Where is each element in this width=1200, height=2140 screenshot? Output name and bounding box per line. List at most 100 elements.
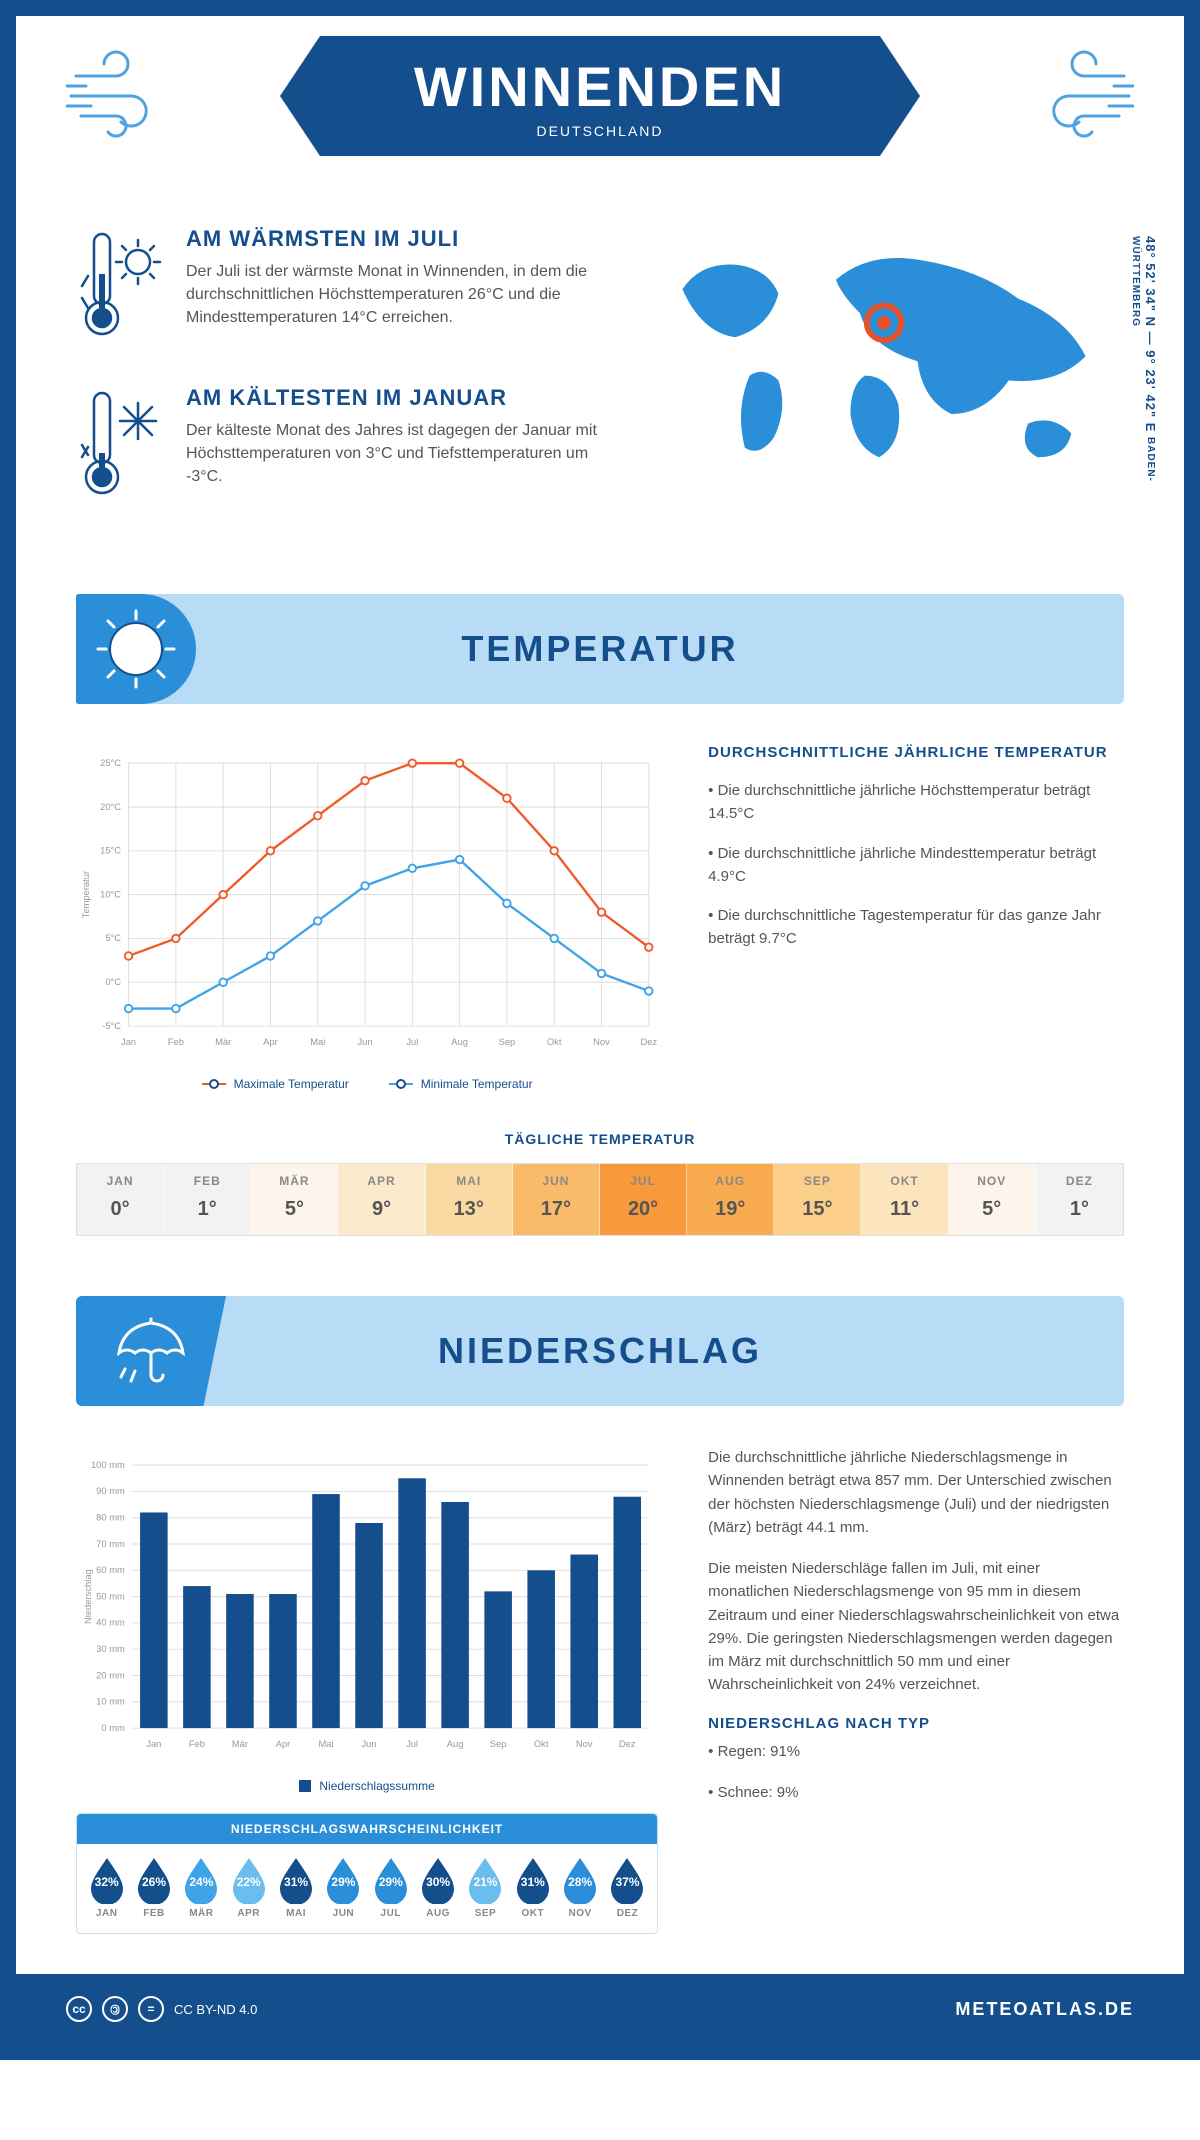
svg-text:Nov: Nov <box>576 1739 593 1749</box>
coldest-block: AM KÄLTESTEN IM JANUAR Der kälteste Mona… <box>76 385 604 510</box>
precip-prob-cell: 22% APR <box>225 1856 272 1919</box>
nd-icon: = <box>138 1996 164 2022</box>
svg-text:Nov: Nov <box>593 1037 610 1047</box>
cc-icon: cc <box>66 1996 92 2022</box>
wind-icon <box>66 46 176 146</box>
precip-para-1: Die durchschnittliche jährliche Niedersc… <box>708 1446 1124 1539</box>
warmest-block: AM WÄRMSTEN IM JULI Der Juli ist der wär… <box>76 226 604 351</box>
svg-text:20 mm: 20 mm <box>96 1670 125 1680</box>
page-footer: cc 🄯 = CC BY-ND 4.0 METEOATLAS.DE <box>16 1974 1184 2044</box>
temp-bullet-2: • Die durchschnittliche jährliche Mindes… <box>708 842 1124 889</box>
precipitation-banner: NIEDERSCHLAG <box>76 1296 1124 1406</box>
daily-temp-cell: FEB1° <box>164 1164 251 1235</box>
svg-text:Sep: Sep <box>490 1739 507 1749</box>
raindrop-icon: 30% <box>418 1856 458 1904</box>
svg-text:60 mm: 60 mm <box>96 1565 125 1575</box>
svg-text:5°C: 5°C <box>105 933 121 943</box>
daily-temp-cell: DEZ1° <box>1036 1164 1123 1235</box>
svg-text:Jul: Jul <box>406 1739 418 1749</box>
svg-text:Jul: Jul <box>406 1037 418 1047</box>
daily-temp-cell: MAI13° <box>426 1164 513 1235</box>
svg-text:Okt: Okt <box>534 1739 549 1749</box>
worldmap-block: 48° 52' 34" N — 9° 23' 42" E BADEN-WÜRTT… <box>644 226 1124 544</box>
precip-prob-cell: 31% MAI <box>272 1856 319 1919</box>
svg-text:Jan: Jan <box>146 1739 161 1749</box>
svg-text:Aug: Aug <box>447 1739 464 1749</box>
by-icon: 🄯 <box>102 1996 128 2022</box>
raindrop-icon: 26% <box>134 1856 174 1904</box>
header-banner: WINNENDEN DEUTSCHLAND <box>320 36 880 156</box>
svg-text:Mär: Mär <box>232 1739 248 1749</box>
raindrop-icon: 37% <box>607 1856 647 1904</box>
svg-text:Jan: Jan <box>121 1037 136 1047</box>
daily-temp-table: JAN0°FEB1°MÄR5°APR9°MAI13°JUN17°JUL20°AU… <box>76 1163 1124 1236</box>
daily-temp-cell: OKT11° <box>861 1164 948 1235</box>
svg-text:Dez: Dez <box>640 1037 657 1047</box>
svg-text:Apr: Apr <box>263 1037 278 1047</box>
precip-prob-cell: 37% DEZ <box>604 1856 651 1919</box>
precip-prob-cell: 26% FEB <box>130 1856 177 1919</box>
svg-text:70 mm: 70 mm <box>96 1539 125 1549</box>
raindrop-icon: 31% <box>276 1856 316 1904</box>
precip-prob-cell: 31% OKT <box>509 1856 556 1919</box>
svg-text:0 mm: 0 mm <box>101 1723 125 1733</box>
svg-text:25°C: 25°C <box>100 758 121 768</box>
svg-text:0°C: 0°C <box>105 977 121 987</box>
precip-prob-cell: 30% AUG <box>414 1856 461 1919</box>
raindrop-icon: 29% <box>371 1856 411 1904</box>
temperature-legend: Maximale Temperatur Minimale Temperatur <box>76 1077 658 1091</box>
temperature-chart: -5°C 0°C 5°C 10°C 15°C 20°C 25°C Jan Feb Mär Apr Ma… <box>76 744 658 1091</box>
country-subtitle: DEUTSCHLAND <box>536 123 663 139</box>
raindrop-icon: 29% <box>323 1856 363 1904</box>
svg-text:Okt: Okt <box>547 1037 562 1047</box>
temperature-heading: TEMPERATUR <box>461 628 738 670</box>
wind-icon <box>1024 46 1134 146</box>
svg-text:10°C: 10°C <box>100 889 121 899</box>
svg-text:10 mm: 10 mm <box>96 1697 125 1707</box>
temp-summary-heading: DURCHSCHNITTLICHE JÄHRLICHE TEMPERATUR <box>708 744 1124 761</box>
svg-text:100 mm: 100 mm <box>91 1460 125 1470</box>
site-name: METEOATLAS.DE <box>955 1999 1134 2020</box>
daily-temp-cell: NOV5° <box>949 1164 1036 1235</box>
warmest-text: Der Juli ist der wärmste Monat in Winnen… <box>186 260 604 330</box>
daily-temp-cell: MÄR5° <box>251 1164 338 1235</box>
warmest-title: AM WÄRMSTEN IM JULI <box>186 226 604 252</box>
temp-bullet-1: • Die durchschnittliche jährliche Höchst… <box>708 779 1124 826</box>
svg-text:-5°C: -5°C <box>102 1021 121 1031</box>
daily-temp-cell: SEP15° <box>774 1164 861 1235</box>
precipitation-heading: NIEDERSCHLAG <box>438 1330 762 1372</box>
svg-text:90 mm: 90 mm <box>96 1486 125 1496</box>
daily-temp-cell: AUG19° <box>687 1164 774 1235</box>
raindrop-icon: 21% <box>465 1856 505 1904</box>
svg-text:Niederschlag: Niederschlag <box>83 1569 93 1624</box>
world-map-icon <box>644 226 1124 506</box>
precip-prob-cell: 29% JUL <box>367 1856 414 1919</box>
raindrop-icon: 28% <box>560 1856 600 1904</box>
svg-text:Feb: Feb <box>168 1037 184 1047</box>
precip-para-2: Die meisten Niederschläge fallen im Juli… <box>708 1557 1124 1697</box>
raindrop-icon: 22% <box>229 1856 269 1904</box>
coldest-text: Der kälteste Monat des Jahres ist dagege… <box>186 419 604 489</box>
precip-prob-cell: 32% JAN <box>83 1856 130 1919</box>
daily-temp-heading: TÄGLICHE TEMPERATUR <box>76 1131 1124 1147</box>
sun-icon <box>76 594 196 704</box>
precip-prob-cell: 28% NOV <box>556 1856 603 1919</box>
page-frame: WINNENDEN DEUTSCHLAND AM WÄRMST <box>0 0 1200 2060</box>
precip-probability-box: NIEDERSCHLAGSWAHRSCHEINLICHKEIT 32% JAN … <box>76 1813 658 1934</box>
precip-type-snow: • Schnee: 9% <box>708 1781 1124 1804</box>
precip-prob-heading: NIEDERSCHLAGSWAHRSCHEINLICHKEIT <box>77 1814 657 1844</box>
precip-type-heading: NIEDERSCHLAG NACH TYP <box>708 1715 1124 1732</box>
svg-text:Jun: Jun <box>357 1037 372 1047</box>
svg-text:Mär: Mär <box>215 1037 231 1047</box>
thermometer-hot-icon <box>76 226 166 351</box>
daily-temp-cell: APR9° <box>338 1164 425 1235</box>
svg-text:20°C: 20°C <box>100 802 121 812</box>
svg-text:Temperatur: Temperatur <box>81 871 91 918</box>
svg-text:15°C: 15°C <box>100 846 121 856</box>
svg-text:40 mm: 40 mm <box>96 1618 125 1628</box>
intro-section: AM WÄRMSTEN IM JULI Der Juli ist der wär… <box>76 226 1124 544</box>
daily-temp-cell: JUN17° <box>513 1164 600 1235</box>
temperature-banner: TEMPERATUR <box>76 594 1124 704</box>
license-block: cc 🄯 = CC BY-ND 4.0 <box>66 1996 257 2022</box>
precipitation-chart: 0 mm10 mm20 mm30 mm40 mm50 mm60 mm70 mm8… <box>76 1446 658 1793</box>
